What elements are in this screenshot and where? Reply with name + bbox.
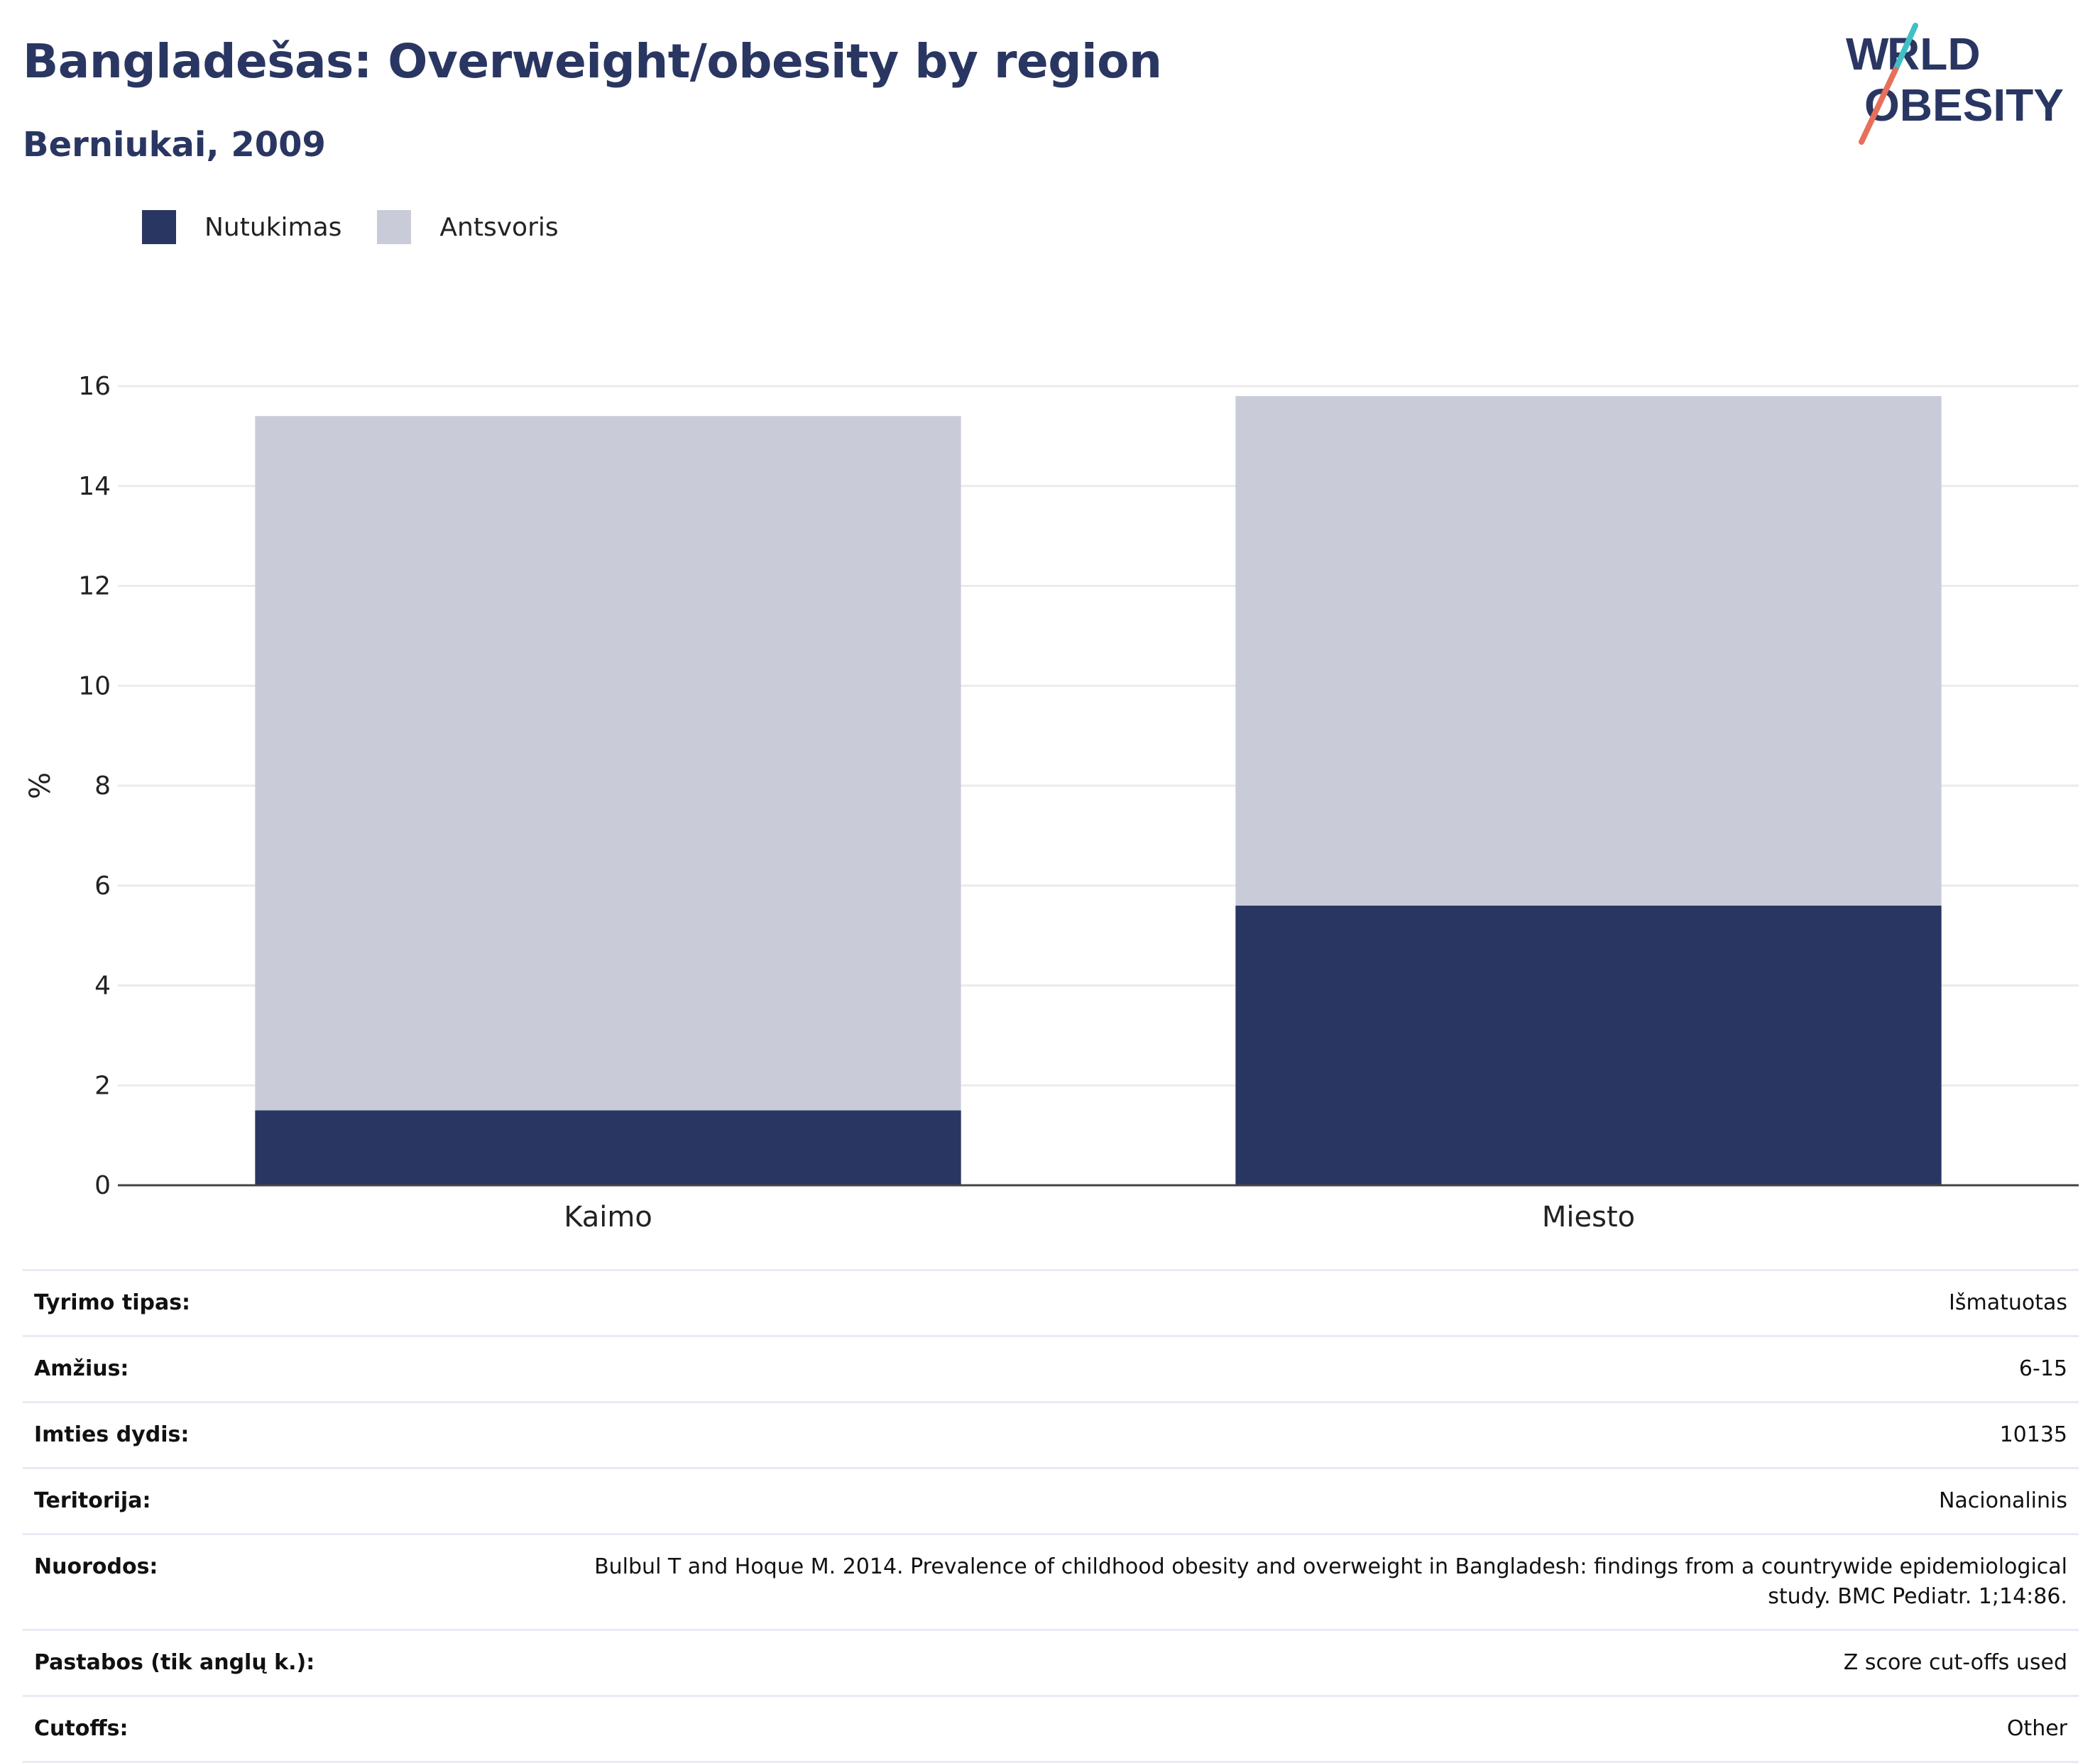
legend-swatch-antsvoris: [377, 210, 412, 244]
info-row: Nuorodos: Bulbul T and Hoque M. 2014. Pre…: [23, 1533, 2079, 1630]
info-row: Amžius: 6-15: [23, 1335, 2079, 1402]
study-info-table: Tyrimo tipas: Išmatuotas Amžius: 6-15 Imties…: [23, 1269, 2079, 1763]
y-tick-label: 14: [78, 472, 111, 501]
chart-legend: Nutukimas Antsvoris: [142, 210, 594, 244]
info-row: Tyrimo tipas: Išmatuotas: [23, 1269, 2079, 1336]
legend-swatch-nutukimas: [142, 210, 176, 244]
info-value: 6-15: [542, 1335, 2079, 1402]
info-value: Z score cut-offs used: [542, 1629, 2079, 1696]
stacked-bar-chart: 0 2 4 6 8 10 12 14 16% Kaimo Miesto: [24, 372, 2079, 1234]
y-axis-label: %: [24, 772, 57, 799]
y-tick-label: 8: [94, 771, 111, 801]
info-key: Pastabos (tik anglų k.):: [23, 1629, 542, 1696]
info-row: Teritorija: Nacionalinis: [23, 1467, 2079, 1534]
chart-subtitle: Berniukai, 2009: [23, 125, 326, 165]
bar-nutukimas-kaimo: [255, 1110, 961, 1185]
x-tick-label: Miesto: [1542, 1201, 1635, 1234]
svg-text:W: W: [1846, 28, 1889, 79]
info-key: Imties dydis:: [23, 1401, 542, 1468]
y-tick-label: 2: [94, 1071, 111, 1100]
y-tick-label: 4: [94, 972, 111, 1001]
legend-item-antsvoris[interactable]: Antsvoris: [377, 210, 559, 244]
x-tick-label: Kaimo: [564, 1201, 652, 1234]
info-key: Nuorodos:: [23, 1533, 542, 1630]
y-tick-label: 10: [78, 671, 111, 701]
chart-title: Bangladešas: Overweight/obesity by regio…: [23, 34, 1162, 89]
world-obesity-logo: W RLD OBESITY: [1846, 23, 2064, 145]
legend-item-nutukimas[interactable]: Nutukimas: [142, 210, 341, 244]
info-value: Bulbul T and Hoque M. 2014. Prevalence o…: [542, 1533, 2079, 1630]
info-value: Išmatuotas: [542, 1269, 2079, 1336]
bar-antsvoris-miesto: [1235, 396, 1942, 906]
info-value: Nacionalinis: [542, 1467, 2079, 1534]
info-row: Pastabos (tik anglų k.): Z score cut-offs…: [23, 1629, 2079, 1696]
svg-text:OBESITY: OBESITY: [1864, 79, 2064, 131]
y-tick-label: 16: [78, 372, 111, 401]
info-row: Cutoffs: Other: [23, 1695, 2079, 1763]
info-value: 10135: [542, 1401, 2079, 1468]
info-key: Amžius:: [23, 1335, 542, 1402]
info-row: Imties dydis: 10135: [23, 1401, 2079, 1468]
legend-label: Nutukimas: [204, 212, 342, 242]
legend-label: Antsvoris: [439, 212, 559, 242]
info-key: Tyrimo tipas:: [23, 1269, 542, 1336]
y-tick-label: 0: [94, 1171, 111, 1200]
info-key: Teritorija:: [23, 1467, 542, 1534]
info-key: Cutoffs:: [23, 1695, 542, 1763]
info-value: Other: [542, 1695, 2079, 1763]
y-tick-label: 12: [78, 572, 111, 601]
bar-nutukimas-miesto: [1235, 905, 1942, 1185]
y-tick-label: 6: [94, 872, 111, 901]
bar-antsvoris-kaimo: [255, 416, 961, 1111]
